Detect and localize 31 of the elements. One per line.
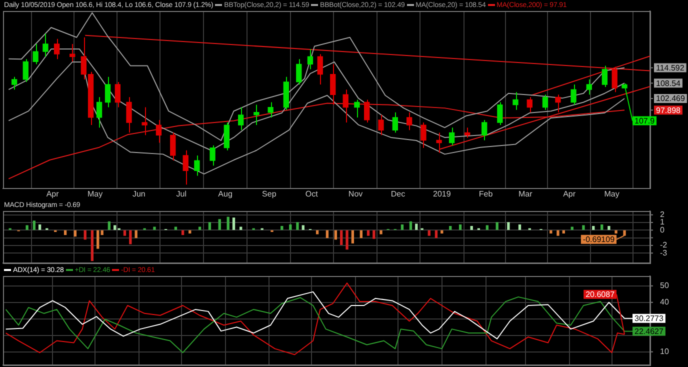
x-tick-label: Jul (176, 189, 187, 198)
x-tick-label: Apr (563, 189, 576, 198)
x-tick-label: May (87, 189, 103, 198)
y-tick-label: 50 (660, 281, 670, 290)
x-tick-label: Oct (305, 189, 319, 198)
y-tick-label: 102.469 (656, 94, 686, 104)
x-tick-label: 2019 (432, 189, 452, 198)
y-tick-label: -2 (660, 240, 668, 250)
y-tick-label: 97.898 (656, 106, 682, 115)
x-tick-label: Aug (218, 189, 232, 198)
annotation: 22.4627 (634, 326, 664, 336)
y-tick-label: 10 (660, 347, 670, 356)
annotation: -0.69109 (582, 235, 616, 244)
y-tick-label: 40 (660, 298, 670, 307)
y-tick-label: 108.54 (656, 78, 682, 88)
x-tick-label: Sep (262, 189, 277, 198)
x-tick-label: Apr (46, 189, 60, 198)
y-tick-label: 114.592 (656, 63, 685, 72)
y-tick-label: 1 (660, 218, 665, 227)
x-tick-label: Dec (390, 189, 406, 198)
x-tick-label: May (604, 189, 620, 198)
y-tick-label: -3 (660, 248, 668, 258)
annotation: 20.6087 (586, 290, 616, 300)
y-tick-label: 0 (660, 225, 665, 234)
y-tick-label: 2 (660, 210, 665, 220)
x-tick-label: Nov (348, 189, 363, 198)
x-tick-label: Mar (518, 189, 533, 198)
x-tick-label: Feb (478, 189, 494, 198)
x-tick-label: Jun (132, 189, 146, 198)
annotation: 30.2773 (634, 314, 664, 324)
annotation: 107.9 (634, 116, 656, 126)
